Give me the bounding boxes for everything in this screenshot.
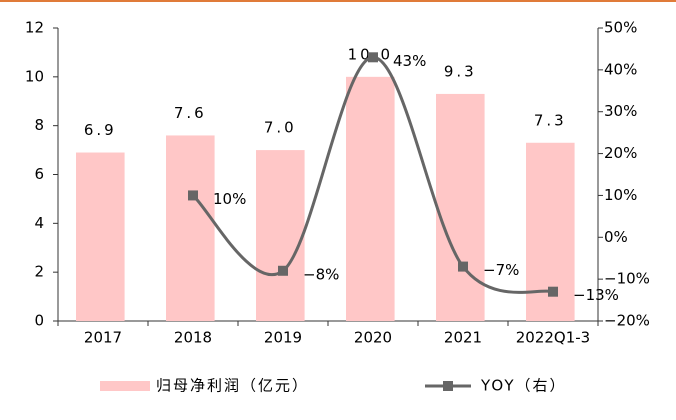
y2-tick-label: 50% [604, 19, 637, 37]
bar [76, 152, 125, 321]
y2-tick-label: −10% [604, 270, 650, 288]
y2-tick-label: 20% [604, 144, 637, 162]
legend-swatch [100, 381, 150, 391]
legend-marker [443, 381, 453, 391]
y2-tick-label: 0% [604, 228, 628, 246]
bar-label: 9.3 [444, 62, 477, 80]
line-label: −8% [303, 265, 339, 283]
x-tick-label: 2022Q1-3 [516, 329, 590, 347]
bar-label: 7.3 [534, 111, 567, 129]
y-tick-label: 12 [25, 19, 44, 37]
line-marker [278, 265, 288, 276]
y-tick-label: 10 [25, 67, 44, 85]
y2-tick-label: −20% [604, 312, 650, 330]
bar-label: 7.0 [264, 119, 297, 137]
y2-tick-label: 10% [604, 186, 637, 204]
line-marker [188, 190, 198, 201]
y-tick-label: 6 [34, 165, 44, 183]
x-tick-label: 2021 [444, 329, 482, 347]
line-label: 10% [213, 190, 246, 208]
bar [436, 93, 485, 321]
bar [256, 150, 305, 321]
y-tick-label: 4 [34, 214, 44, 232]
y-tick-label: 8 [34, 116, 44, 134]
y-tick-label: 0 [34, 312, 44, 330]
y-tick-label: 2 [34, 263, 44, 281]
bar [166, 135, 215, 321]
bar-label: 6.9 [84, 121, 117, 139]
line-marker [368, 52, 378, 63]
line-label: 43% [393, 52, 426, 70]
bar [346, 76, 395, 321]
line-label: −13% [573, 286, 619, 304]
line-marker [458, 261, 468, 272]
line-label: −7% [483, 261, 519, 279]
line-marker [548, 286, 558, 297]
y2-tick-label: 30% [604, 102, 637, 120]
y2-tick-label: 40% [604, 60, 637, 78]
legend-label: YOY（右） [480, 377, 567, 395]
legend-label: 归母净利润（亿元） [156, 377, 309, 395]
x-tick-label: 2017 [84, 329, 122, 347]
x-tick-label: 2020 [354, 329, 392, 347]
top-rule [0, 0, 676, 2]
x-tick-label: 2019 [264, 329, 302, 347]
bar-label: 7.6 [174, 104, 207, 122]
x-tick-label: 2018 [174, 329, 212, 347]
